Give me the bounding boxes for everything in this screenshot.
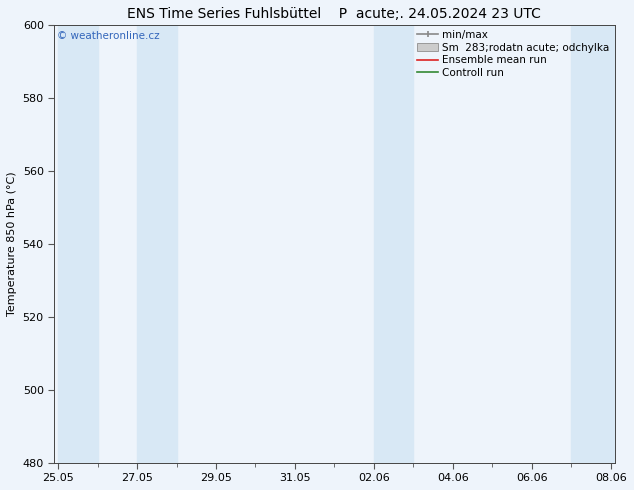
Bar [571, 25, 614, 463]
Bar [137, 25, 176, 463]
Title: ENS Time Series Fuhlsbüttel    P  acute;. 24.05.2024 23 UTC: ENS Time Series Fuhlsbüttel P acute;. 24… [127, 7, 541, 21]
Bar [374, 25, 413, 463]
Text: © weatheronline.cz: © weatheronline.cz [57, 31, 160, 42]
Bar [58, 25, 98, 463]
Legend: min/max, Sm  283;rodatn acute; odchylka, Ensemble mean run, Controll run: min/max, Sm 283;rodatn acute; odchylka, … [415, 28, 612, 80]
Y-axis label: Temperature 850 hPa (°C): Temperature 850 hPa (°C) [7, 172, 17, 316]
